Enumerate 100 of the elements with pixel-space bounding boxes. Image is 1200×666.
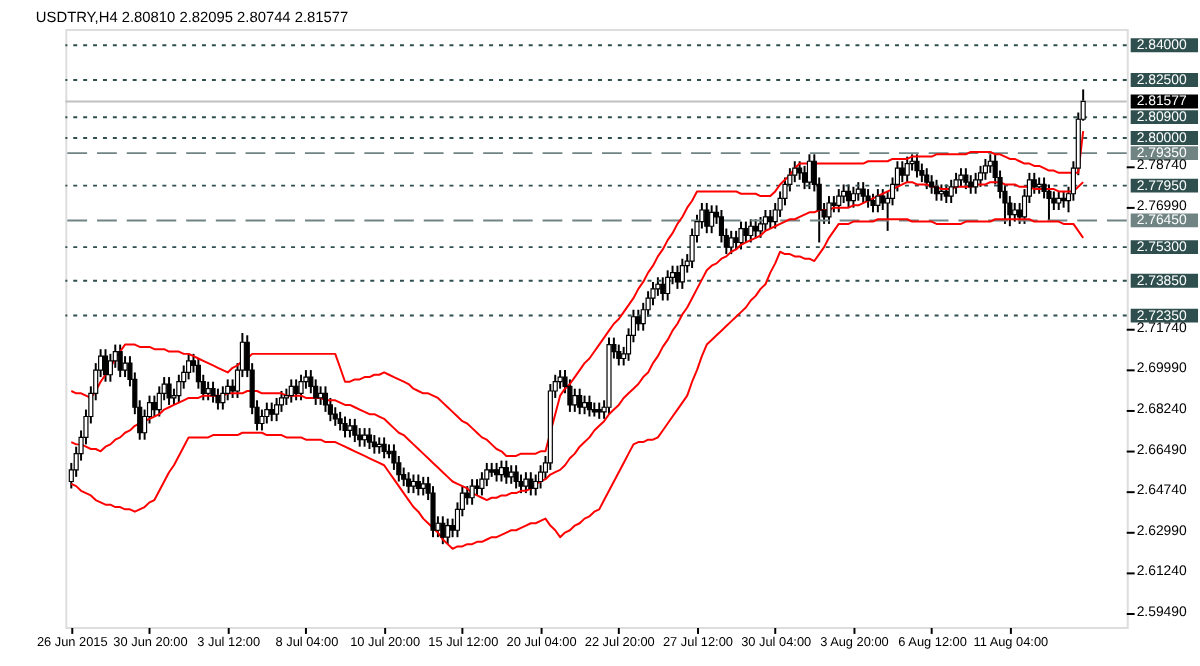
candlestick (738, 220, 744, 251)
candlestick (366, 427, 373, 450)
candlestick (757, 215, 764, 239)
candlestick (156, 385, 162, 418)
candlestick (733, 229, 739, 251)
candlestick (415, 473, 421, 497)
candlestick (660, 276, 666, 302)
candlestick (557, 369, 563, 390)
candlestick (767, 209, 773, 230)
candlestick (523, 471, 529, 495)
candlestick (933, 178, 940, 202)
candlestick (850, 185, 856, 209)
candlestick (533, 473, 539, 497)
candlestick (870, 192, 876, 214)
candlestick (728, 229, 734, 256)
candlestick (836, 188, 842, 214)
candlestick (278, 390, 285, 413)
candlestick (420, 475, 426, 497)
candlestick (973, 171, 979, 195)
candlestick (445, 517, 451, 546)
candlestick (704, 202, 710, 235)
candlestick (963, 167, 969, 191)
candlestick (841, 183, 847, 205)
candlestick (102, 348, 109, 383)
candlestick (1046, 183, 1052, 223)
candlestick (924, 167, 930, 191)
candlestick (537, 464, 544, 490)
candlestick (528, 471, 534, 497)
candlestick (806, 153, 812, 191)
candlestick (484, 461, 490, 488)
candlestick (792, 160, 798, 184)
candlestick (352, 417, 358, 444)
candlestick (318, 385, 324, 406)
candlestick (616, 343, 622, 367)
candlestick (493, 461, 500, 483)
candlestick (797, 160, 803, 181)
candlestick (948, 178, 954, 205)
candlestick (679, 257, 685, 290)
candlestick (655, 276, 661, 297)
candlestick (274, 396, 280, 423)
candlestick (826, 195, 832, 225)
candlestick (899, 160, 905, 184)
candlestick (1012, 202, 1018, 223)
candlestick (406, 471, 412, 495)
candlestick (117, 343, 123, 379)
candlestick (337, 410, 343, 432)
candlestick (1031, 171, 1037, 195)
candlestick (665, 269, 671, 302)
candlestick (513, 464, 519, 490)
candlestick (357, 427, 363, 448)
candlestick (288, 378, 294, 404)
candlestick (567, 378, 573, 413)
candlestick (762, 209, 769, 232)
candlestick (440, 515, 446, 546)
line-series (70, 130, 1085, 457)
candlestick (977, 164, 984, 188)
candlestick (215, 387, 221, 411)
candlestick (298, 373, 304, 402)
candlestick (347, 417, 353, 439)
candlestick (968, 174, 974, 195)
candlestick (753, 218, 759, 239)
candlestick (166, 376, 172, 406)
candlestick (845, 183, 852, 209)
candlestick (220, 385, 226, 411)
candlestick (430, 485, 436, 539)
candlestick (269, 401, 275, 423)
candlestick (929, 174, 935, 195)
candlestick (322, 385, 329, 413)
candlestick (919, 162, 925, 184)
candlestick (410, 473, 417, 495)
candlestick (371, 434, 377, 455)
candlestick (469, 478, 475, 506)
candlestick (865, 188, 871, 209)
candlestick (342, 415, 348, 439)
candlestick (518, 473, 524, 495)
candlestick (982, 157, 988, 181)
candlestick (743, 220, 749, 244)
candlestick (210, 380, 216, 404)
candlestick (855, 181, 861, 202)
candlestick (264, 401, 270, 425)
candlestick (586, 394, 593, 418)
candlestick (860, 181, 866, 205)
candlestick (577, 387, 583, 416)
candlestick (904, 155, 910, 184)
candlestick (1007, 195, 1013, 228)
candlestick (572, 387, 578, 413)
candlestick (362, 427, 368, 448)
candlestick (176, 373, 182, 404)
candlestick (107, 352, 113, 383)
candlestick (953, 171, 959, 195)
candlestick (381, 436, 387, 460)
candlestick (875, 188, 881, 214)
candlestick (503, 459, 509, 485)
candlestick (943, 183, 949, 205)
candlestick (186, 352, 192, 381)
candlestick (1051, 190, 1057, 211)
candlestick (581, 394, 588, 416)
candlestick (259, 408, 265, 432)
candlestick (479, 471, 485, 497)
candlestick (748, 218, 754, 244)
